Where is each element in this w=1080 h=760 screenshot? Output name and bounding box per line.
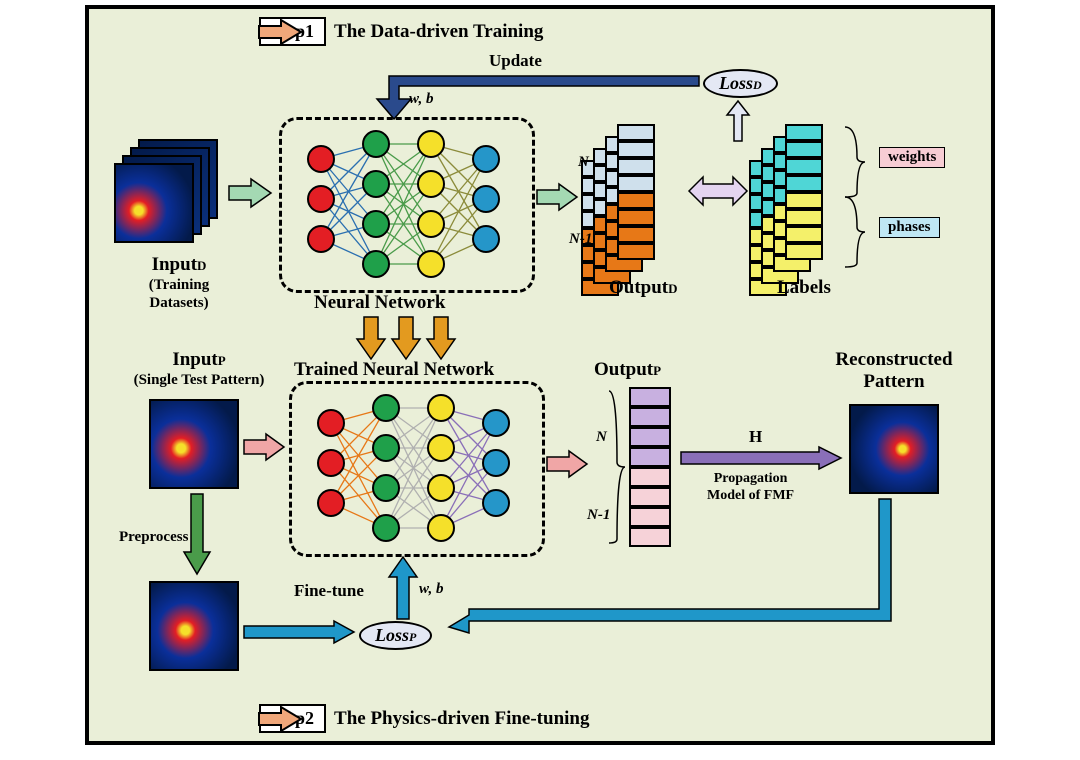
recon-label: ReconstructedPattern [829,349,959,393]
outputd-label: OutputD [609,277,678,299]
outputd-stack [581,124,691,274]
labels-label: Labels [777,277,831,299]
arrows-down-icon [359,317,459,359]
wb-label-bot: w, b [419,581,443,598]
weights-tag: weights [879,147,945,168]
arrow-inputd-nn [229,179,271,207]
nn-top [279,117,535,293]
step1-title: The Data-driven Training [334,21,543,43]
tnn-label: Trained Neural Network [294,359,494,381]
outputp-label: OutputP [594,359,661,381]
inputd-label: InputD (Training Datasets) [124,254,234,312]
loss-d-arrow [727,101,749,141]
arrow-right-icon [259,20,301,44]
nn-label: Neural Network [314,292,445,314]
inputp-image [149,399,239,489]
arrow-nn-outputp [547,451,587,477]
inputp-label: InputP (Single Test Pattern) [119,349,279,389]
n-label-1: N [578,154,589,171]
finetune-label: Fine-tune [294,581,364,601]
preprocessed-image [149,581,239,671]
arrow-pre-loss [244,621,354,643]
arrow-loss-nn [389,557,417,619]
compare-arrow [689,174,747,208]
phases-tag: phases [879,217,940,238]
arrow-inputp-nn [244,434,284,460]
inputd-images [114,139,224,249]
arrow-nn-outputd [537,184,577,210]
arrow-right-icon-2 [259,707,301,731]
step2-title: The Physics-driven Fine-tuning [334,708,589,730]
recon-image [849,404,939,494]
preprocess-label: Preprocess [119,529,188,546]
loss-d: LossD [703,69,778,98]
update-label: Update [489,51,542,71]
n-label-2: N [596,429,607,446]
arrow-h [681,447,841,469]
loss-p: LossP [359,621,432,650]
h-label: H [749,427,762,447]
wb-label-top: w, b [409,91,433,108]
arrow-preprocess [184,494,210,574]
arrow-recon-loss [449,499,909,649]
n1-label-1: N-1 [569,231,592,248]
brace-icon [843,127,873,267]
